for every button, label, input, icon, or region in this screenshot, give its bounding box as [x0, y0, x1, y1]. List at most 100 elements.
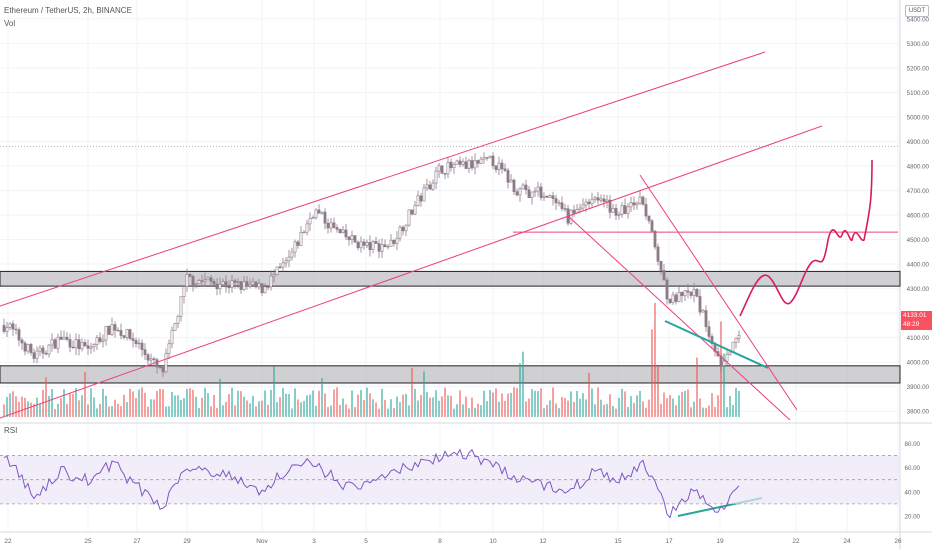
projection-curve — [739, 159, 873, 317]
volume-bar — [681, 391, 683, 417]
volume-bar — [168, 406, 170, 417]
candle-body — [92, 344, 96, 348]
candle-body — [527, 189, 531, 198]
volume-bar — [210, 406, 212, 417]
volume-bar — [288, 394, 290, 417]
volume-bar — [594, 404, 596, 417]
volume-bar — [192, 389, 194, 417]
candle-body — [404, 224, 408, 232]
time-tick-label: 24 — [843, 538, 851, 545]
volume-bar — [309, 394, 311, 417]
volume-bar — [351, 390, 353, 417]
candle-body — [485, 157, 489, 159]
currency-badge[interactable]: USDT — [905, 5, 929, 17]
volume-bar — [732, 404, 734, 417]
candle-body — [281, 262, 285, 268]
volume-bar — [195, 396, 197, 417]
volume-bar — [564, 398, 566, 417]
price-tick-label: 4700.00 — [907, 188, 930, 195]
volume-bar — [273, 366, 275, 417]
candle-body — [599, 198, 603, 201]
candle-body — [614, 208, 618, 216]
candle-body — [413, 205, 417, 215]
time-tick-label: Nov — [256, 538, 268, 545]
volume-bar — [258, 401, 260, 417]
volume-bar — [399, 402, 401, 417]
volume-bar — [126, 402, 128, 417]
volume-bar — [282, 388, 284, 417]
volume-bar — [498, 401, 500, 417]
volume-bar — [135, 398, 137, 417]
candle-body — [242, 281, 246, 290]
volume-bar — [324, 393, 326, 417]
candle-body — [368, 242, 372, 250]
candle-body — [581, 204, 585, 209]
volume-bar — [414, 388, 416, 417]
candle-body — [122, 335, 126, 338]
volume-bar — [402, 394, 404, 417]
candle-body — [674, 294, 678, 302]
volume-bar — [645, 407, 647, 417]
candle-body — [32, 352, 36, 359]
candle-body — [695, 289, 699, 297]
candle-body — [188, 273, 192, 277]
volume-bar — [189, 388, 191, 417]
candle-body — [515, 191, 519, 196]
candle-body — [647, 215, 651, 222]
candle-body — [344, 229, 348, 238]
volume-bar — [66, 404, 68, 417]
rsi-tick-label: 60.00 — [905, 465, 921, 472]
candle-body — [236, 281, 240, 283]
time-tick-label: 3 — [312, 538, 316, 545]
candle-body — [26, 343, 30, 352]
price-tick-label: 4900.00 — [907, 139, 930, 146]
volume-bar — [669, 395, 671, 417]
volume-bar — [234, 405, 236, 417]
volume-bar — [306, 395, 308, 417]
candle-body — [467, 160, 471, 169]
volume-bar — [297, 399, 299, 417]
zone-1 — [0, 365, 901, 384]
volume-bar — [660, 403, 662, 417]
candle-body — [398, 226, 402, 239]
volume-bar — [420, 394, 422, 417]
volume-bar — [222, 405, 224, 417]
volume-bar — [276, 402, 278, 417]
candle-body — [662, 270, 666, 281]
candle-body — [215, 283, 219, 290]
candle-body — [338, 229, 342, 233]
candle-body — [299, 232, 303, 246]
volume-bar — [216, 408, 218, 417]
candle-body — [284, 260, 288, 264]
rsi-tick-label: 20.00 — [905, 513, 921, 520]
candle-body — [536, 186, 540, 192]
volume-bar — [165, 406, 167, 417]
candle-body — [491, 155, 495, 167]
volume-bar — [573, 401, 575, 417]
candle-body — [104, 325, 108, 341]
candle-body — [272, 274, 276, 277]
candle-body — [500, 162, 504, 170]
volume-bar — [525, 401, 527, 417]
candle-body — [137, 342, 141, 345]
candle-body — [5, 327, 9, 332]
price-tick-label: 5000.00 — [907, 114, 930, 121]
candle-body — [158, 366, 162, 369]
candle-body — [644, 204, 648, 217]
volume-bar — [378, 408, 380, 417]
volume-bar — [69, 393, 71, 417]
candle-body — [497, 162, 501, 170]
candle-body — [437, 165, 441, 172]
volume-bar — [690, 407, 692, 417]
volume-bar — [198, 408, 200, 417]
candle-body — [17, 329, 21, 341]
volume-bar — [453, 408, 455, 417]
candle-body — [221, 281, 225, 285]
candle-body — [29, 343, 33, 353]
volume-bar — [447, 395, 449, 417]
volume-bar — [45, 377, 47, 417]
candle-body — [677, 291, 681, 302]
candle-body — [650, 220, 654, 232]
